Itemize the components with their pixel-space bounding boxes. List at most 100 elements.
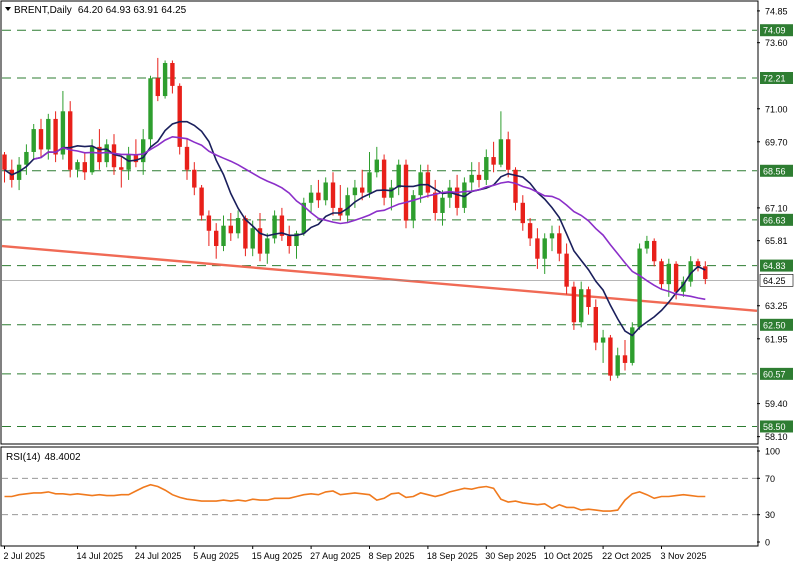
candle-body xyxy=(454,187,460,208)
candle-body xyxy=(542,238,547,259)
timeframe-label: Daily xyxy=(50,5,72,16)
level-tag-label: 64.83 xyxy=(763,261,786,271)
candle xyxy=(593,299,598,351)
level-tags: 74.09 72.21 68.56 66.63 64.83 62.50 60.57 58.50… xyxy=(759,24,794,433)
candle-body xyxy=(126,154,131,170)
candle xyxy=(126,146,131,180)
price-tick-label: 71.00 xyxy=(765,104,788,114)
x-tick-label: 27 Aug 2025 xyxy=(310,551,361,561)
x-axis-labels: 2 Jul 2025 14 Jul 2025 24 Jul 2025 5 Aug 20… xyxy=(4,546,707,561)
candle-body xyxy=(600,337,606,343)
candle-body xyxy=(695,261,701,267)
x-tick-label: 22 Oct 2025 xyxy=(602,551,651,561)
candle-body xyxy=(279,215,285,236)
candle xyxy=(360,169,365,201)
level-tag-bg xyxy=(760,24,793,37)
candle-body xyxy=(53,118,58,155)
candle xyxy=(24,144,29,175)
candle xyxy=(89,139,95,175)
chart-header: BRENT,Daily 64.20 64.93 63.91 64.25 xyxy=(14,5,187,16)
rsi-tick-label: 70 xyxy=(765,474,775,484)
candle-body xyxy=(148,78,153,140)
candle-body xyxy=(177,85,182,147)
x-tick-label: 5 Aug 2025 xyxy=(193,551,239,561)
candle-body xyxy=(243,218,248,249)
candle-body xyxy=(571,286,577,323)
candle-body xyxy=(206,215,212,231)
level-tag-label: 74.09 xyxy=(763,26,786,36)
candle xyxy=(644,235,650,254)
candle-body xyxy=(520,202,525,224)
candle-body xyxy=(374,159,379,173)
candle xyxy=(374,146,379,178)
candle xyxy=(659,258,664,290)
level-tag-bg xyxy=(760,367,793,380)
candle-body xyxy=(133,154,139,163)
candle xyxy=(549,225,555,252)
rsi-axis-ticks: 100 70 30 0 xyxy=(757,447,780,548)
candle xyxy=(411,190,416,229)
candle xyxy=(235,210,241,239)
rsi-value: 48.4002 xyxy=(44,452,81,463)
candle-body xyxy=(360,187,365,193)
level-tag-bg xyxy=(760,420,793,433)
candle xyxy=(279,207,285,241)
candle-body xyxy=(287,235,292,247)
candle-body xyxy=(250,228,255,249)
x-tick-label: 15 Aug 2025 xyxy=(252,551,303,561)
candle-body xyxy=(666,263,671,285)
candle xyxy=(425,164,431,198)
candle xyxy=(557,225,562,262)
level-tag-bg xyxy=(760,71,793,84)
candle xyxy=(440,190,445,226)
candle xyxy=(119,157,124,188)
candle xyxy=(652,238,657,267)
candle-body xyxy=(469,174,474,183)
level-tag-label: 60.57 xyxy=(763,369,786,379)
candle-body xyxy=(608,337,613,376)
candle xyxy=(695,258,701,272)
candle-body xyxy=(119,167,124,170)
level-tag-bg xyxy=(760,259,793,272)
candle xyxy=(389,179,394,211)
candle-body xyxy=(38,129,44,150)
candle-body xyxy=(97,146,102,163)
candle-body xyxy=(265,238,270,254)
candle xyxy=(287,225,292,254)
candle xyxy=(396,159,401,196)
candle-body xyxy=(644,240,650,249)
candle-body xyxy=(367,172,372,193)
price-axis-ticks: 74.85 73.60 71.00 69.70 67.10 65.81 63.25 61.95… xyxy=(757,6,788,442)
current-price-tag-bg xyxy=(759,274,794,287)
candle-body xyxy=(433,192,438,213)
candle-body xyxy=(549,233,555,239)
candle xyxy=(177,83,182,155)
candle xyxy=(257,212,263,262)
candle-body xyxy=(703,266,708,280)
candle-body xyxy=(330,182,336,208)
candle xyxy=(308,185,314,213)
candle xyxy=(338,185,343,221)
rsi-label: RSI(14) xyxy=(6,452,40,463)
candle xyxy=(622,340,628,371)
candle xyxy=(630,322,635,366)
candle xyxy=(381,154,387,206)
candle xyxy=(53,111,58,163)
candle xyxy=(535,228,540,269)
candle xyxy=(564,243,569,295)
x-tick-label: 2 Jul 2025 xyxy=(4,551,46,561)
price-tick-label: 59.40 xyxy=(765,399,788,409)
candle xyxy=(542,233,547,274)
candle-body xyxy=(338,207,343,216)
dropdown-arrow-icon[interactable] xyxy=(5,7,11,11)
candle xyxy=(513,167,518,211)
candle xyxy=(527,218,533,247)
candle-body xyxy=(637,248,642,328)
candle xyxy=(82,151,87,180)
candle xyxy=(571,281,577,330)
candle-body xyxy=(199,187,204,216)
rsi-tick-label: 100 xyxy=(765,447,780,457)
candle xyxy=(352,179,358,208)
candle-body xyxy=(257,228,263,254)
price-tick-label: 58.10 xyxy=(765,432,788,442)
